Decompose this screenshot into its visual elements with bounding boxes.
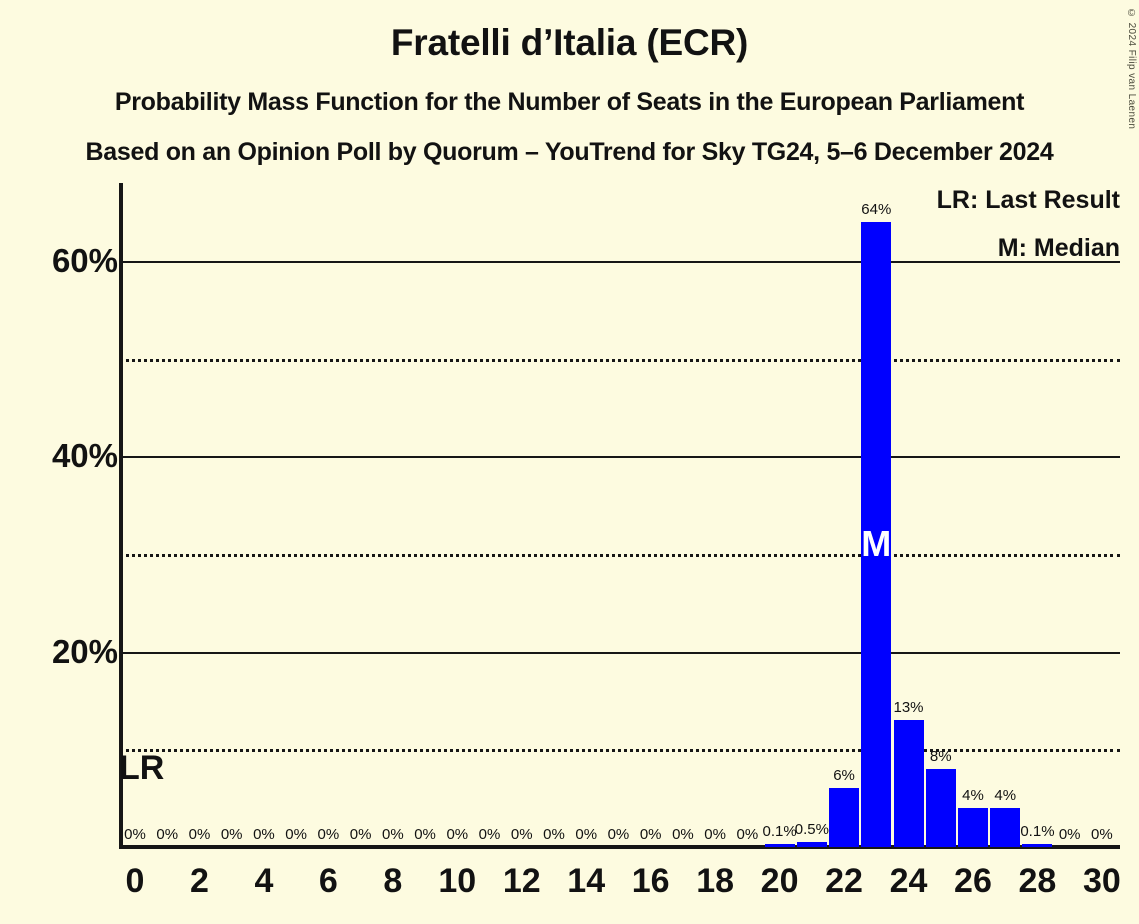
bar-value-label: 0% <box>156 826 179 843</box>
last-result-marker: LR <box>119 749 165 788</box>
x-axis-tick-label: 20 <box>760 862 799 900</box>
bar <box>925 768 956 847</box>
bar-value-label: 4% <box>962 786 984 804</box>
bar-value-label: 0% <box>188 826 211 843</box>
median-marker: M <box>861 523 892 565</box>
bar-value-label: 0% <box>672 826 694 843</box>
y-axis-tick-label: 20% <box>51 632 118 670</box>
bar <box>893 720 924 847</box>
x-axis-tick-label: 22 <box>825 862 863 900</box>
chart-subtitle-primary: Probability Mass Function for the Number… <box>114 88 1025 116</box>
bar-value-label: 0% <box>381 826 404 843</box>
bar-value-label: 0% <box>575 826 598 843</box>
bar-value-label: 64% <box>861 201 892 219</box>
bar-value-label: 13% <box>893 699 924 717</box>
bar-value-label: 0% <box>736 826 759 843</box>
chart-subtitle-source: Based on an Opinion Poll by Quorum – You… <box>85 138 1054 166</box>
bar <box>861 222 892 847</box>
bar-value-label: 0.1% <box>1020 823 1055 840</box>
bar <box>990 807 1021 847</box>
x-axis-tick-label: 8 <box>383 862 403 900</box>
bar-value-label: 0% <box>478 826 501 843</box>
gridline-60 <box>119 261 1120 264</box>
bar-value-label: 0.5% <box>794 821 829 839</box>
bar <box>764 844 795 847</box>
y-axis-line <box>119 183 123 849</box>
bar-value-label: 0% <box>607 826 630 843</box>
bar-value-label: 0% <box>317 826 340 843</box>
bar-value-label: 6% <box>833 767 855 785</box>
legend-last-result: LR: Last Result <box>936 186 1120 214</box>
bar <box>957 807 988 847</box>
x-axis-tick-label: 14 <box>567 862 606 900</box>
bar-value-label: 0% <box>704 826 726 843</box>
y-axis-tick-label: 40% <box>51 437 118 475</box>
x-axis-tick-label: 12 <box>502 862 541 900</box>
bar-value-label: 0% <box>253 826 275 843</box>
page-title: Fratelli d’Italia (ECR) <box>390 22 749 63</box>
bar-value-label: 0% <box>510 826 533 843</box>
x-axis-tick-label: 28 <box>1018 862 1057 900</box>
x-axis-tick-label: 0 <box>125 862 145 900</box>
bar-value-label: 0% <box>124 826 146 843</box>
x-axis-tick-label: 18 <box>696 862 735 900</box>
y-axis-tick-label: 60% <box>51 242 118 280</box>
bar-value-label: 0% <box>639 826 662 843</box>
bar-value-label: 0% <box>414 826 436 843</box>
bar-value-label: 4% <box>994 786 1017 804</box>
gridline-50 <box>119 358 1120 362</box>
x-axis-tick-label: 26 <box>954 862 992 900</box>
plot-area: 0% 0% 0% 0% 0% 0% 0% 0% 0% 0% 0% 0% 0% 0% 0% 0% 0% 0% 0% 0%… <box>119 183 1120 847</box>
legend-median: M: Median <box>997 234 1120 262</box>
gridline-40 <box>119 456 1120 459</box>
bar-value-label: 0.1% <box>762 823 797 840</box>
x-axis-tick-label: 2 <box>189 862 209 900</box>
bar-value-label: 0% <box>220 826 243 843</box>
bar <box>1022 844 1053 847</box>
bar <box>829 788 860 847</box>
x-axis-tick-label: 24 <box>889 862 928 900</box>
bar-value-label: 0% <box>1058 826 1081 843</box>
x-axis-line <box>119 845 1120 849</box>
gridline-20 <box>119 651 1120 654</box>
bar-value-label: 0% <box>285 826 307 843</box>
x-axis-tick-label: 6 <box>318 862 338 900</box>
bar-value-label: 0% <box>349 826 372 843</box>
bar-value-label: 0% <box>1091 826 1113 843</box>
x-axis-tick-label: 10 <box>438 862 477 900</box>
copyright-notice: © 2024 Filip van Laenen <box>1126 8 1137 130</box>
bar-value-label: 8% <box>929 747 952 765</box>
x-axis-tick-label: 16 <box>631 862 670 900</box>
gridline-30 <box>119 554 1120 558</box>
gridline-10 <box>119 749 1120 753</box>
bar-value-label: 0% <box>543 826 565 843</box>
x-axis-tick-label: 30 <box>1082 862 1121 900</box>
x-axis-tick-label: 4 <box>254 862 274 900</box>
bar <box>796 842 827 847</box>
bar-value-label: 0% <box>446 826 469 843</box>
